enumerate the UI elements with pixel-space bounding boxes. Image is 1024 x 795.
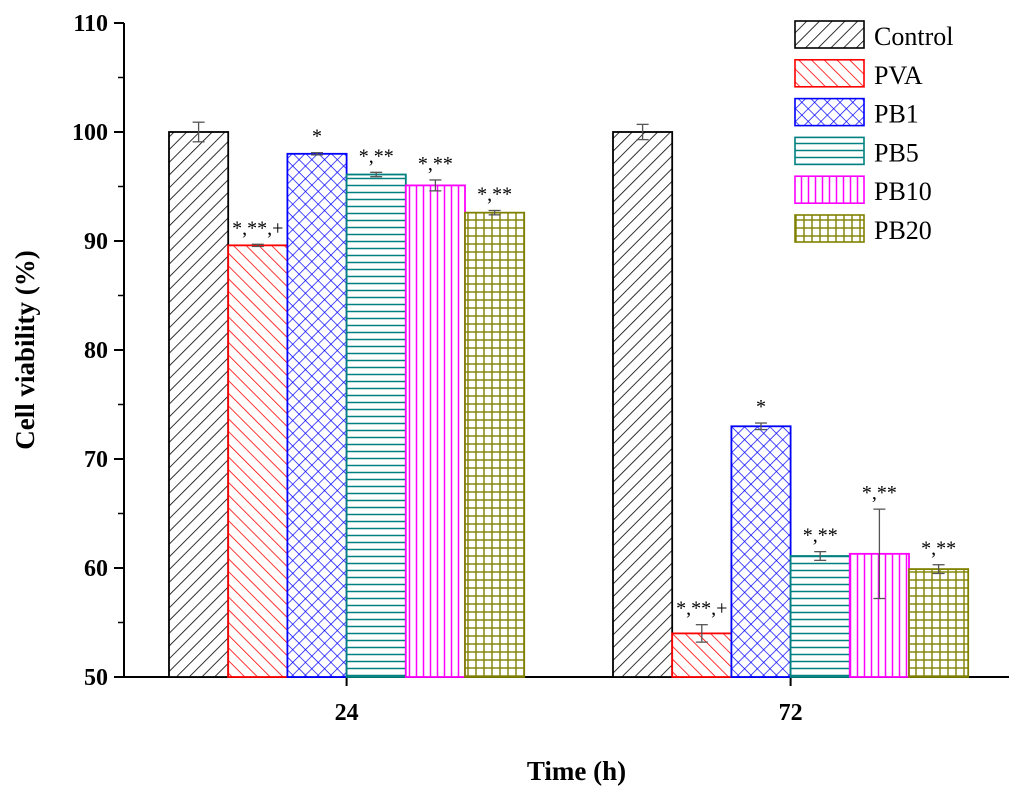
x-axis-title: Time (h) bbox=[527, 756, 626, 786]
significance-label: * bbox=[312, 126, 322, 148]
labels: *,**,+ * *,** *,** *,** *,**,+ * *,** *,** *,** Ti… bbox=[10, 126, 956, 786]
bar bbox=[404, 184, 466, 678]
significance-label: *,** bbox=[477, 183, 512, 205]
significance-label: *,** bbox=[921, 538, 956, 560]
bar bbox=[730, 425, 792, 678]
legend-swatch bbox=[794, 97, 865, 127]
significance-label: *,** bbox=[803, 525, 838, 547]
y-tick-label: 100 bbox=[72, 120, 108, 146]
bar bbox=[286, 152, 348, 678]
legend-label: PB10 bbox=[874, 177, 932, 206]
axes: 50 60 70 80 90 100 110 24 72 bbox=[72, 11, 1009, 726]
y-tick-label: 50 bbox=[84, 665, 108, 691]
legend-swatch bbox=[794, 58, 865, 88]
legend-label: PB5 bbox=[874, 138, 919, 167]
significance-label: *,**,+ bbox=[676, 598, 727, 620]
bar bbox=[227, 244, 289, 678]
legend-swatch bbox=[794, 175, 865, 204]
bars bbox=[168, 121, 970, 678]
x-tick-label: 72 bbox=[779, 700, 803, 726]
bar bbox=[789, 555, 851, 678]
legend: Control PVA PB1 PB5 PB10 PB20 bbox=[794, 20, 953, 245]
x-tick-label: 24 bbox=[335, 700, 359, 726]
significance-label: *,** bbox=[418, 153, 453, 175]
y-tick-label: 80 bbox=[84, 338, 108, 364]
legend-swatch bbox=[794, 214, 865, 243]
bar bbox=[345, 173, 407, 678]
y-tick-label: 90 bbox=[84, 229, 108, 255]
legend-swatch bbox=[794, 20, 865, 49]
y-tick-label: 70 bbox=[84, 447, 108, 473]
significance-label: * bbox=[756, 396, 766, 418]
legend-swatch bbox=[794, 136, 865, 166]
y-tick-label: 60 bbox=[84, 556, 108, 582]
bar bbox=[612, 131, 674, 678]
bar bbox=[168, 131, 230, 678]
y-tick-label: 110 bbox=[73, 11, 108, 37]
y-axis-title: Cell viability (%) bbox=[10, 250, 40, 449]
significance-label: *,** bbox=[359, 145, 394, 167]
legend-label: PVA bbox=[874, 61, 923, 90]
legend-label: PB1 bbox=[874, 100, 919, 129]
significance-label: *,** bbox=[862, 482, 897, 504]
legend-label: PB20 bbox=[874, 216, 932, 245]
significance-label: *,**,+ bbox=[232, 217, 283, 239]
legend-label: Control bbox=[874, 22, 953, 51]
bar bbox=[464, 211, 526, 678]
bar bbox=[908, 568, 970, 678]
